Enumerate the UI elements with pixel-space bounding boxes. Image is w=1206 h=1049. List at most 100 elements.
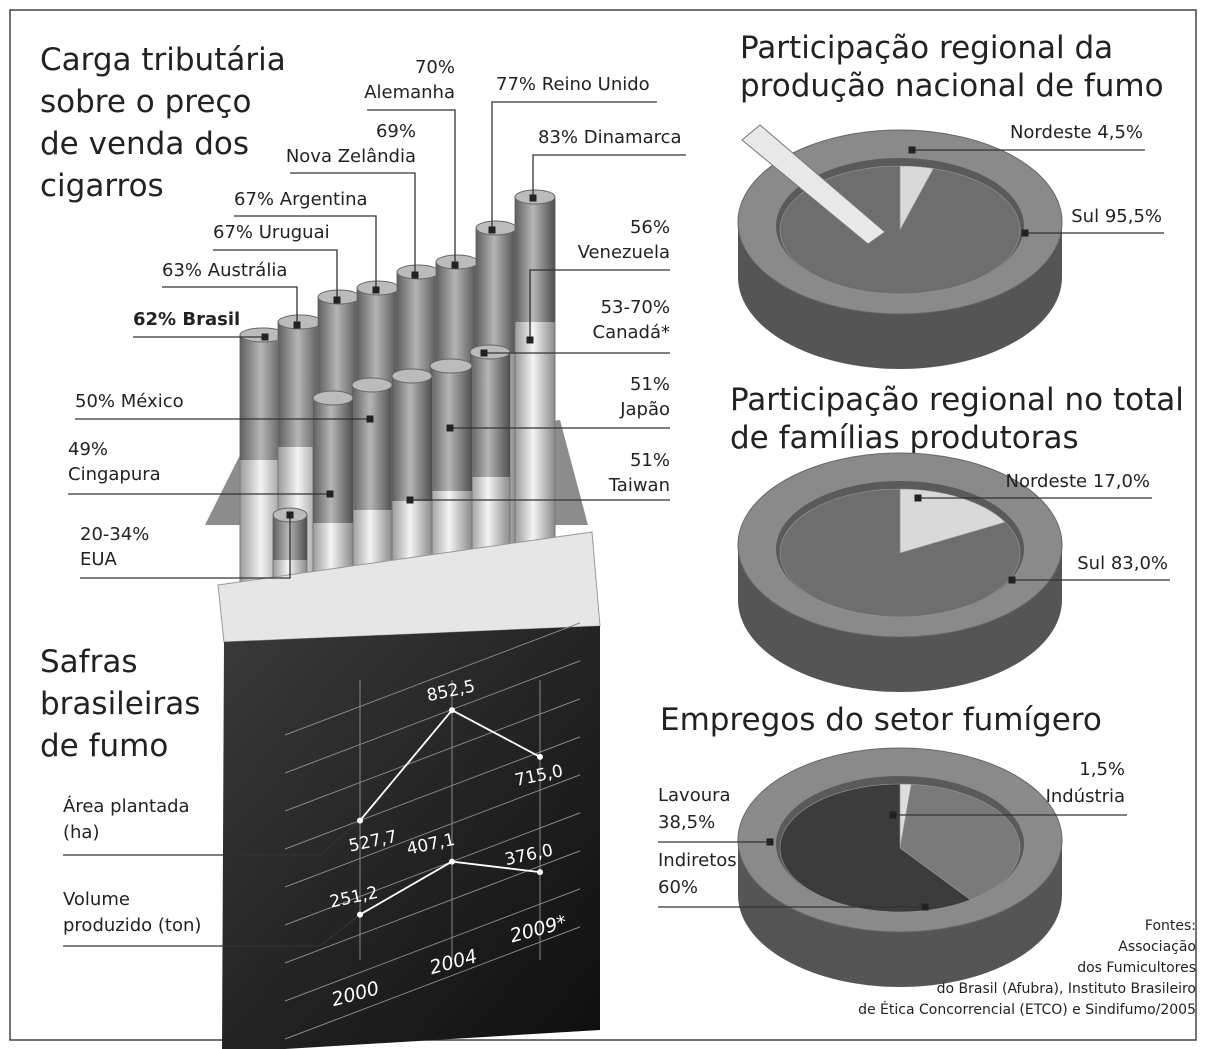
slice-label: Sul 83,0% [1077,553,1168,574]
leader-dot [373,287,380,294]
leader-dot [915,495,922,502]
leader-dot [287,512,294,519]
leader-dot [530,195,537,202]
tax-value: 49% [68,439,108,460]
leader-dot [412,272,419,279]
data-point [537,869,543,875]
leader-dot [334,297,341,304]
tax-value: 67% [213,222,253,243]
data-point [537,754,543,760]
tax-country: Alemanha [364,82,455,103]
tax-country: EUA [80,549,118,570]
tax-value: 51% [630,374,670,395]
tax-label: 63% Austrália [162,260,287,281]
leader-dot [489,227,496,234]
slice-value: 17,0% [1093,471,1150,492]
tax-value: 67% [234,189,274,210]
tax-value: 50% [75,391,115,412]
slice-value: 83,0% [1111,553,1168,574]
cigarette-end [313,391,353,405]
data-point [449,707,455,713]
section-title: sobre o preço [40,84,251,120]
chart-title: de famílias produtoras [730,420,1079,456]
tax-label: 62% Brasil [133,309,240,330]
tax-country: Taiwan [608,475,670,496]
tax-country: Canadá* [593,322,671,343]
cigarette-end [352,378,392,392]
slice-value: 60% [658,877,698,898]
slice-label: Nordeste 17,0% [1006,471,1151,492]
source-line: do Brasil (Afubra), Instituto Brasileiro [937,981,1196,997]
leader-dot [1022,230,1029,237]
tax-label: 83% Dinamarca [538,127,682,148]
section-title: de venda dos [40,126,249,162]
tax-label: 67% Argentina [234,189,368,210]
tax-country: Uruguai [259,222,330,243]
slice-name: Indústria [1046,786,1125,807]
chart-title: de fumo [40,728,168,764]
leader-dot [922,904,929,911]
tax-label: 50% México [75,391,184,412]
tax-country: Austrália [208,260,288,281]
tax-country: Nova Zelândia [286,146,416,167]
slice-name: Lavoura [658,785,731,806]
slice-label: Sul 95,5% [1071,206,1162,227]
slice-name: Nordeste [1006,471,1088,492]
tax-value: 51% [630,450,670,471]
cigarette-pack-print [392,376,432,501]
tax-country: Venezuela [578,242,670,263]
cigarettes [240,190,555,600]
pack-front [218,532,600,1049]
cigarette-pack-print [352,385,392,510]
cigarette-pack-print [515,197,555,322]
tax-value: 56% [630,217,670,238]
chart-title: brasileiras [40,686,200,722]
chart-title: Participação regional da [740,30,1113,66]
leader-dot [890,812,897,819]
chart-title: Empregos do setor fumígero [660,702,1102,738]
cigarette-pack-print [470,352,510,477]
tax-country: Brasil [182,309,240,330]
source-line: Fontes: [1145,918,1196,934]
series-name: Área plantada [63,795,190,817]
leader-dot [327,491,334,498]
content: Carga tributária sobre o preço de venda do… [40,30,1196,1039]
tax-value: 62% [133,309,176,330]
leader-line [533,155,686,198]
leader-dot [407,497,414,504]
source-line: Associação [1118,939,1196,955]
slice-name: Sul [1077,553,1105,574]
section-title: Carga tributária [40,42,286,78]
tax-country: Japão [619,399,670,420]
slice-name: Indiretos [658,850,737,871]
leader-dot [527,337,534,344]
slice-name: Sul [1071,206,1099,227]
chart-title: Safras [40,644,137,680]
tax-label: 67% Uruguai [213,222,330,243]
data-point [449,859,455,865]
tax-label: 77% Reino Unido [496,74,650,95]
series-name: produzido (ton) [63,915,201,936]
slice-label: Nordeste 4,5% [1010,122,1143,143]
cigarette-end [392,369,432,383]
cigarette-end [430,359,472,373]
tax-value: 53-70% [601,297,670,318]
page: { "tax_burden": { "title": ["Carga tribu… [0,0,1206,1049]
data-point [357,818,363,824]
source-line: dos Fumicultores [1077,960,1196,976]
data-point [357,912,363,918]
pack-body [222,626,600,1049]
leader-dot [262,334,269,341]
leader-dot [909,147,916,154]
tax-value: 63% [162,260,202,281]
tax-country: Reino Unido [542,74,650,95]
chart-title: produção nacional de fumo [740,68,1164,104]
tax-value: 20-34% [80,524,149,545]
leader-dot [1009,577,1016,584]
tax-value: 70% [415,57,455,78]
section-title: cigarros [40,168,164,204]
leader-dot [367,416,374,423]
tax-country: México [121,391,184,412]
slice-value: 1,5% [1079,759,1125,780]
slice-value: 38,5% [658,812,715,833]
